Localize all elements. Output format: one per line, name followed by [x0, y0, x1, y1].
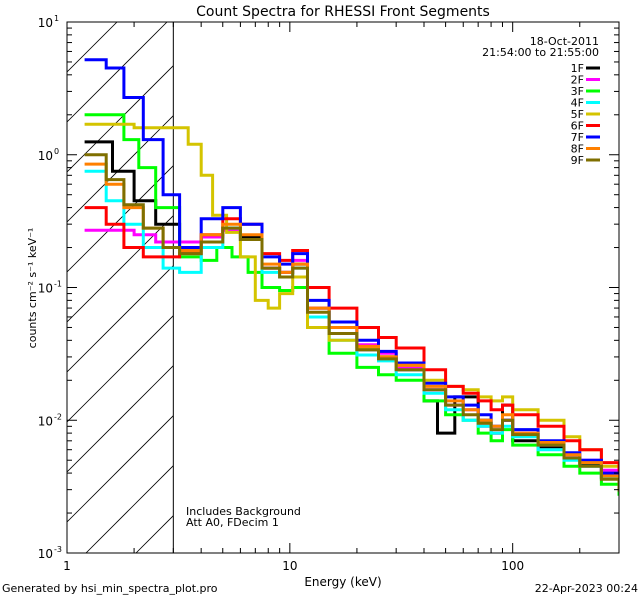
y-tick-exponent: -1 — [54, 280, 62, 289]
footer-timestamp: 22-Apr-2023 00:24 — [534, 582, 638, 595]
y-tick-exponent: -2 — [54, 412, 62, 421]
legend-label-9f: 9F — [571, 154, 584, 167]
legend-label-7f: 7F — [571, 131, 584, 144]
hatch-line — [67, 315, 174, 423]
axis-ticks — [66, 21, 620, 554]
time-range-label: 21:54:00 to 21:55:00 — [482, 46, 599, 59]
y-tick-exponent: 1 — [54, 14, 59, 23]
series-3f — [84, 113, 619, 496]
y-tick-label: 10 — [38, 414, 53, 428]
legend-label-1f: 1F — [571, 62, 584, 75]
y-tick-label: 10 — [38, 547, 53, 561]
plot-frame — [66, 21, 620, 554]
annotation-attenuator: Att A0, FDecim 1 — [186, 516, 279, 529]
legend-label-6f: 6F — [571, 120, 584, 133]
legend-label-2f: 2F — [571, 74, 584, 87]
series-9f — [84, 153, 619, 492]
y-axis-label: counts cm⁻² s⁻¹ keV⁻¹ — [26, 228, 39, 349]
hatched-region — [67, 22, 174, 553]
series-lines — [84, 58, 619, 496]
x-tick-label: 10 — [282, 559, 297, 573]
y-tick-exponent: -3 — [54, 545, 62, 554]
hatch-line — [135, 515, 174, 553]
legend-label-8f: 8F — [571, 143, 584, 156]
legend-label-5f: 5F — [571, 108, 584, 121]
chart-title: Count Spectra for RHESSI Front Segments — [196, 4, 490, 20]
hatch-line — [67, 115, 174, 223]
legend-label-3f: 3F — [571, 85, 584, 98]
y-tick-label: 10 — [38, 282, 53, 296]
legend-label-4f: 4F — [571, 97, 584, 110]
y-tick-exponent: 0 — [54, 147, 59, 156]
y-tick-label: 10 — [38, 16, 53, 30]
annotation-background: Includes Background — [186, 505, 301, 518]
hatch-line — [67, 65, 174, 173]
y-tick-label: 10 — [38, 149, 53, 163]
date-label: 18-Oct-2011 — [530, 35, 599, 48]
x-tick-label: 100 — [501, 559, 524, 573]
x-axis-label: Energy (keV) — [304, 575, 381, 589]
series-4f — [84, 169, 619, 490]
footer-generated-by: Generated by hsi_min_spectra_plot.pro — [2, 582, 218, 595]
x-tick-label: 1 — [63, 559, 71, 573]
